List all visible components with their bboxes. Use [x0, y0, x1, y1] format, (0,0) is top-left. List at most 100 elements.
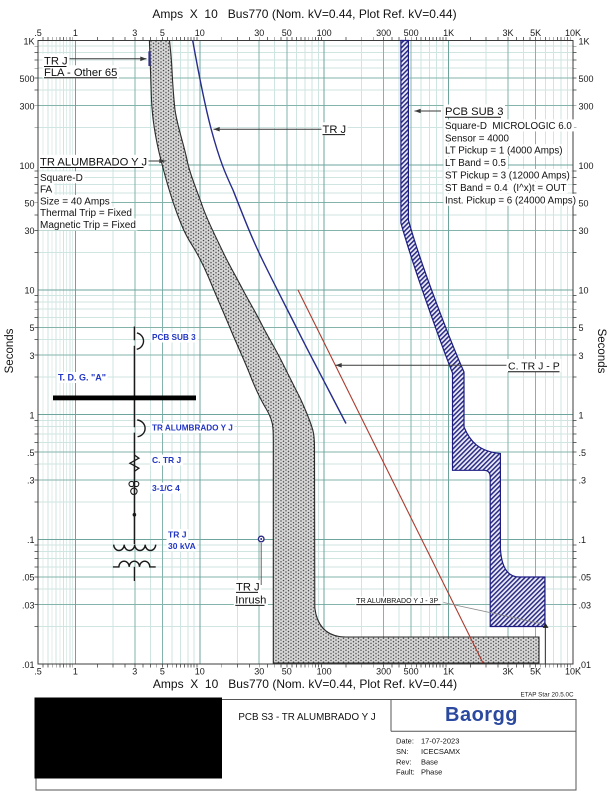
svg-text:30 kVA: 30 kVA [168, 541, 196, 551]
svg-text:1: 1 [73, 28, 78, 38]
svg-text:1: 1 [29, 410, 34, 420]
svg-text:100: 100 [317, 28, 332, 38]
svg-text:.5: .5 [34, 28, 42, 38]
svg-text:100: 100 [19, 161, 34, 171]
svg-text:ST Pickup = 3 (12000 Amps): ST Pickup = 3 (12000 Amps) [445, 171, 570, 182]
svg-text:3: 3 [132, 667, 137, 677]
svg-text:.3: .3 [579, 476, 587, 486]
svg-text:10: 10 [195, 28, 205, 38]
svg-text:10: 10 [579, 286, 589, 296]
svg-text:3: 3 [29, 351, 34, 361]
svg-text:Phase: Phase [421, 768, 442, 777]
svg-text:LT Pickup = 1 (4000 Amps): LT Pickup = 1 (4000 Amps) [445, 146, 563, 157]
svg-text:100: 100 [317, 667, 332, 677]
svg-text:TR J: TR J [323, 124, 347, 136]
svg-text:Seconds: Seconds [4, 328, 16, 373]
svg-text:.05: .05 [579, 573, 592, 583]
svg-text:Square-D MICROLOGIC 6.0: Square-D MICROLOGIC 6.0 [445, 121, 572, 132]
svg-text:300: 300 [376, 667, 391, 677]
svg-text:Amps X 10 Bus770 (Nom. kV=: Amps X 10 Bus770 (Nom. kV=0.44, Plot Ref… [152, 7, 456, 21]
svg-text:ICECSAMX: ICECSAMX [421, 747, 460, 756]
svg-text:3K: 3K [502, 28, 513, 38]
svg-text:300: 300 [19, 102, 34, 112]
svg-text:T. D. G. "A": T. D. G. "A" [58, 373, 106, 383]
svg-text:Date:: Date: [396, 737, 414, 746]
svg-text:3K: 3K [502, 667, 513, 677]
svg-text:C. TR J: C. TR J [152, 455, 182, 465]
svg-text:TR J: TR J [236, 582, 260, 594]
svg-text:Sensor = 4000: Sensor = 4000 [445, 133, 510, 144]
svg-text:FLA - Other 65: FLA - Other 65 [44, 67, 117, 79]
svg-text:LT Band = 0.5: LT Band = 0.5 [445, 158, 506, 169]
svg-text:TR ALUMBRADO Y J: TR ALUMBRADO Y J [40, 156, 147, 168]
svg-text:50: 50 [24, 199, 34, 209]
svg-text:.3: .3 [27, 476, 35, 486]
svg-text:1K: 1K [23, 36, 34, 46]
svg-text:PCB SUB 3: PCB SUB 3 [445, 106, 503, 118]
svg-text:PCB SUB 3: PCB SUB 3 [152, 333, 196, 342]
svg-text:.01: .01 [579, 660, 592, 670]
svg-text:5: 5 [579, 323, 584, 333]
svg-text:500: 500 [404, 667, 419, 677]
svg-text:TR J: TR J [168, 530, 187, 540]
svg-text:.5: .5 [34, 667, 42, 677]
svg-text:TR J: TR J [44, 56, 68, 68]
svg-text:10: 10 [24, 286, 34, 296]
svg-text:.5: .5 [27, 448, 35, 458]
svg-text:.05: .05 [22, 573, 35, 583]
svg-text:10: 10 [195, 667, 205, 677]
svg-text:17-07-2023: 17-07-2023 [421, 737, 459, 746]
svg-text:Size = 40 Amps: Size = 40 Amps [40, 196, 110, 207]
svg-text:1K: 1K [443, 667, 454, 677]
svg-text:3: 3 [132, 28, 137, 38]
svg-text:Inrush: Inrush [235, 594, 266, 606]
svg-text:5: 5 [160, 667, 165, 677]
svg-text:Amps X 10 Bus770 (Nom. kV=: Amps X 10 Bus770 (Nom. kV=0.44, Plot Ref… [153, 677, 457, 691]
svg-text:100: 100 [579, 161, 594, 171]
svg-text:.1: .1 [579, 535, 587, 545]
svg-text:Base: Base [421, 757, 438, 766]
svg-text:Square-D: Square-D [40, 173, 83, 184]
svg-text:500: 500 [404, 28, 419, 38]
svg-text:C. TR J - P: C. TR J - P [508, 361, 560, 373]
svg-text:FA: FA [40, 185, 53, 196]
svg-text:30: 30 [254, 28, 264, 38]
svg-text:PCB S3 - TR ALUMBRADO Y J: PCB S3 - TR ALUMBRADO Y J [238, 712, 375, 723]
svg-text:50: 50 [579, 199, 589, 209]
svg-text:.03: .03 [579, 600, 592, 610]
svg-text:TR ALUMBRADO Y J: TR ALUMBRADO Y J [152, 424, 233, 433]
svg-text:5K: 5K [530, 28, 541, 38]
svg-text:Fault:: Fault: [396, 768, 415, 777]
svg-text:ETAP Star 20.5.0C: ETAP Star 20.5.0C [521, 692, 574, 699]
svg-text:Magnetic Trip = Fixed: Magnetic Trip = Fixed [40, 220, 136, 231]
svg-text:Inst. Pickup = 6 (24000 Amps): Inst. Pickup = 6 (24000 Amps) [445, 195, 576, 206]
svg-text:5K: 5K [530, 667, 541, 677]
svg-text:50: 50 [282, 667, 292, 677]
svg-text:50: 50 [282, 28, 292, 38]
svg-text:1: 1 [73, 667, 78, 677]
svg-text:ST Band = 0.4 (I^x)t = OUT: ST Band = 0.4 (I^x)t = OUT [445, 183, 566, 194]
svg-text:3-1/C 4: 3-1/C 4 [152, 483, 180, 493]
svg-text:30: 30 [24, 226, 34, 236]
svg-text:1: 1 [579, 410, 584, 420]
svg-text:500: 500 [19, 74, 34, 84]
svg-text:Thermal Trip = Fixed: Thermal Trip = Fixed [40, 208, 132, 219]
svg-text:.03: .03 [22, 600, 35, 610]
svg-text:TR ALUMBRADO Y J - 3P: TR ALUMBRADO Y J - 3P [356, 598, 438, 605]
svg-text:Baorgg: Baorgg [445, 704, 518, 726]
svg-text:1K: 1K [443, 28, 454, 38]
svg-text:5: 5 [29, 323, 34, 333]
svg-text:3: 3 [579, 351, 584, 361]
svg-text:30: 30 [579, 226, 589, 236]
svg-text:5: 5 [160, 28, 165, 38]
svg-text:300: 300 [376, 28, 391, 38]
svg-text:Rev:: Rev: [396, 757, 411, 766]
svg-text:Seconds: Seconds [595, 329, 607, 374]
svg-text:300: 300 [579, 102, 594, 112]
svg-text:.5: .5 [579, 448, 587, 458]
svg-text:30: 30 [254, 667, 264, 677]
svg-text:1K: 1K [579, 36, 590, 46]
svg-text:10K: 10K [565, 667, 581, 677]
svg-text:10K: 10K [565, 28, 581, 38]
svg-text:500: 500 [579, 74, 594, 84]
